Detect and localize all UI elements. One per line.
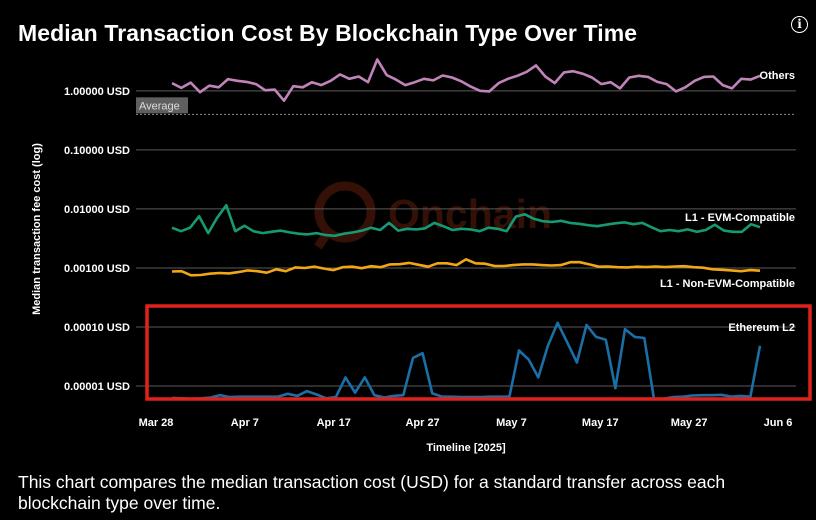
series-label-l1-evm-compatible: L1 - EVM-Compatible	[685, 212, 795, 224]
x-tick-label: Apr 7	[231, 417, 259, 429]
y-tick-label: 1.00000 USD	[64, 86, 130, 98]
x-tick-label: Jun 6	[764, 417, 793, 429]
series-line-ethereum-l2	[171, 321, 762, 401]
series-line-l1-non-evm-compatible	[171, 257, 761, 277]
x-tick-label: May 27	[671, 417, 708, 429]
y-tick-label: 0.00010 USD	[64, 322, 130, 334]
y-tick-label: 0.01000 USD	[64, 204, 130, 216]
y-tick-label: 0.10000 USD	[64, 145, 130, 157]
average-label: Average	[139, 100, 180, 112]
y-tick-label: 0.00100 USD	[64, 263, 130, 275]
series-label-l1-non-evm-compatible: L1 - Non-EVM-Compatible	[660, 278, 795, 290]
series-line-l1-evm-compatible	[171, 204, 761, 238]
chart-description: This chart compares the median transacti…	[18, 472, 726, 513]
x-tick-label: May 17	[582, 417, 619, 429]
y-axis-label: Median transaction fee cost (log)	[31, 143, 43, 315]
x-axis-ticks: Mar 28 Apr 7 Apr 17 Apr 27 May 7 May 17 May 27…	[139, 417, 793, 429]
y-axis-ticks: 1.00000 USD 0.10000 USD 0.01000 USD 0.00100…	[64, 86, 130, 393]
y-tick-label: 0.00001 USD	[64, 381, 130, 393]
chart-title: Median Transaction Cost By Blockchain Ty…	[18, 20, 638, 46]
x-tick-label: May 7	[496, 417, 527, 429]
series-labels: Others L1 - EVM-Compatible L1 - Non-EVM-Co…	[660, 70, 795, 334]
gridlines	[136, 90, 796, 387]
x-tick-label: Apr 27	[405, 417, 439, 429]
series-label-ethereum-l2: Ethereum L2	[728, 322, 795, 334]
highlight-box	[145, 304, 812, 401]
x-tick-label: Mar 28	[139, 417, 174, 429]
info-icon[interactable]: i	[791, 16, 808, 33]
series-line-others	[171, 58, 761, 102]
x-tick-label: Apr 17	[317, 417, 351, 429]
average-label-box	[136, 97, 188, 114]
series-lines	[171, 58, 762, 401]
series-label-others: Others	[760, 70, 795, 82]
x-axis-label: Timeline [2025]	[426, 442, 506, 454]
